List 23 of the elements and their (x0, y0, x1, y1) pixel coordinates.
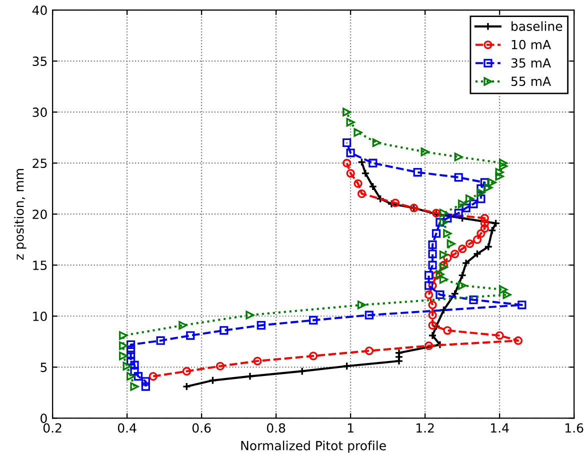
x-tick-label: 1.4 (491, 423, 509, 433)
x-tick-label: 1.6 (566, 423, 584, 433)
y-tick-label: 15 (33, 260, 47, 270)
x-tick-label: 1 (348, 423, 354, 433)
y-tick-label: 20 (32, 210, 47, 220)
y-axis-title: z position, mm (14, 168, 26, 260)
y-tick-label: 35 (32, 56, 47, 66)
y-tick-label: 30 (32, 108, 47, 118)
x-tick-label: 0.8 (266, 423, 286, 433)
legend-label: 10 mA (512, 40, 551, 50)
y-tick-label: 10 (33, 312, 47, 322)
x-tick-label: 0.4 (118, 423, 136, 433)
y-tick-label: 40 (32, 6, 47, 15)
x-tick-label: 0.2 (43, 423, 62, 433)
x-tick-label: 1.2 (416, 423, 434, 433)
y-tick-label: 25 (32, 158, 47, 168)
x-tick-label: 0.6 (192, 423, 211, 433)
legend-label: baseline (512, 21, 562, 31)
x-axis-title: Normalized Pitot profile (241, 440, 386, 453)
legend-label: 35 mA (511, 58, 551, 68)
y-tick-label: 5 (40, 362, 47, 372)
legend-label: 55 mA (511, 76, 551, 86)
y-tick-label: 0 (40, 414, 47, 424)
